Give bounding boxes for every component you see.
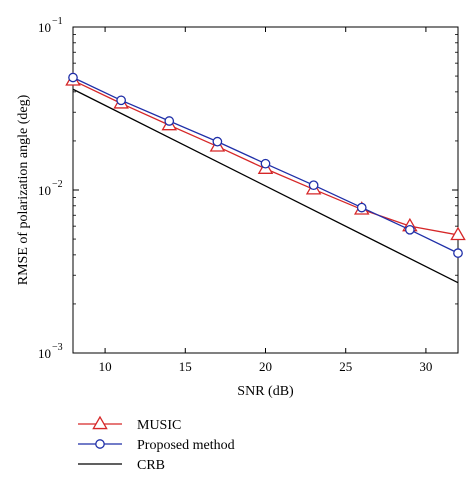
y-tick-label: 10 [38, 20, 51, 35]
legend-label-crb: CRB [137, 458, 165, 473]
x-tick-label: 30 [419, 359, 432, 374]
data-point-proposed-method [308, 180, 319, 191]
y-tick-exponent: −2 [52, 179, 63, 190]
data-point-proposed-method [212, 136, 223, 147]
data-point-proposed-method [260, 158, 271, 169]
y-tick-label: 10 [38, 346, 51, 361]
plot-frame [72, 26, 459, 354]
data-point-proposed-method [356, 202, 367, 213]
y-tick-exponent: −3 [52, 342, 63, 353]
data-point-music [450, 226, 466, 241]
data-point-proposed-method [164, 116, 175, 126]
x-tick-label: 25 [339, 359, 352, 374]
data-point-proposed-method [405, 224, 415, 235]
legend-label-proposed-method: Proposed method [137, 438, 235, 453]
x-axis-label: SNR (dB) [237, 384, 294, 399]
legend-marker-music [92, 415, 108, 430]
y-axis-label: RMSE of polarization angle (deg) [16, 94, 31, 285]
y-tick-exponent: −1 [52, 16, 63, 27]
legend-marker-proposed-method [95, 439, 105, 449]
x-tick-label: 10 [99, 359, 112, 374]
x-tick-label: 20 [259, 359, 272, 374]
y-tick-label: 10 [38, 183, 51, 198]
series-line-music [73, 79, 458, 236]
data-point-proposed-method [116, 95, 126, 106]
data-point-proposed-method [453, 248, 463, 258]
legend-label-music: MUSIC [137, 418, 181, 433]
x-tick-label: 15 [179, 359, 192, 374]
data-point-proposed-method [68, 72, 78, 83]
series-line-crb [73, 88, 458, 284]
